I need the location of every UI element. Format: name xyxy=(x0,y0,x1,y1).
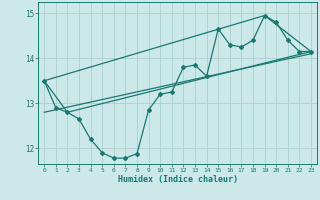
X-axis label: Humidex (Indice chaleur): Humidex (Indice chaleur) xyxy=(118,175,238,184)
